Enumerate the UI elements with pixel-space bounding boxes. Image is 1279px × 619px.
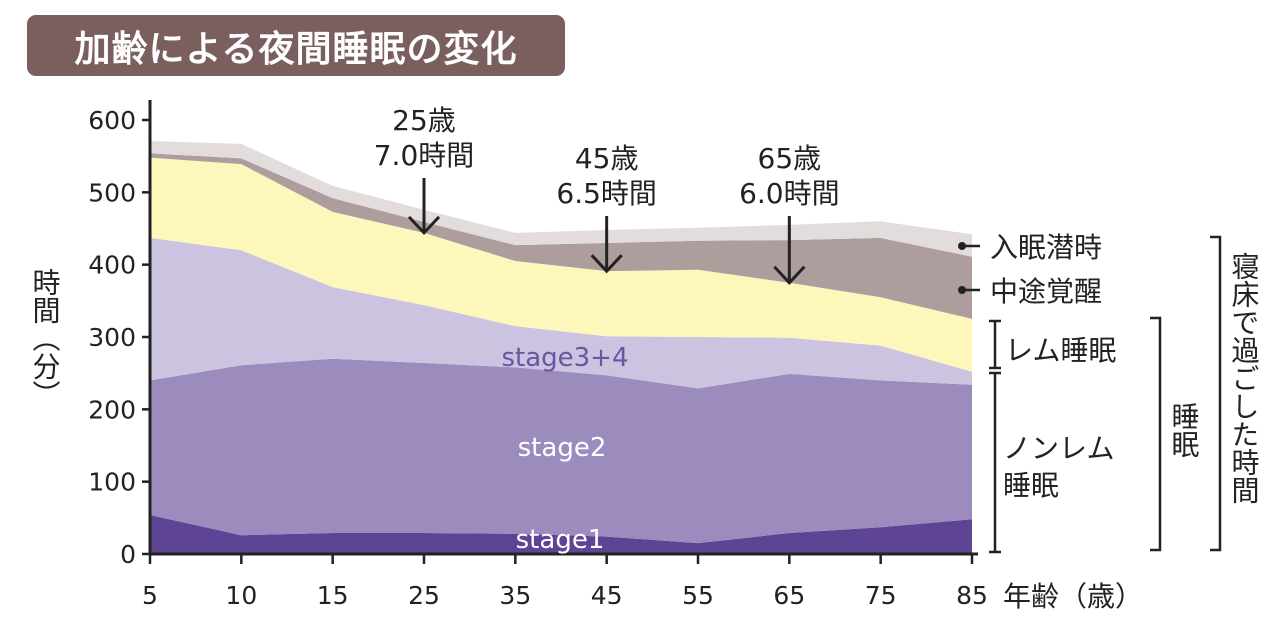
legend-label-レム睡眠: レム睡眠 <box>1005 334 1116 367</box>
y-tick-label: 300 <box>88 323 136 352</box>
x-tick-label: 45 <box>591 581 623 610</box>
annotation-age: 25歳 <box>392 104 456 137</box>
area-stage2 <box>150 358 972 544</box>
x-tick-label: 65 <box>773 581 805 610</box>
arrowhead-icon <box>773 265 806 285</box>
x-tick-label: 55 <box>682 581 714 610</box>
annotation-age: 45歳 <box>575 142 639 175</box>
area-中途覚醒 <box>150 153 972 319</box>
nonrem-label-line2: 睡眠 <box>1003 469 1059 502</box>
x-tick-label: 75 <box>865 581 897 610</box>
chart-title-box: 加齢による夜間睡眠の変化 <box>27 15 565 76</box>
series-label-stage1: stage1 <box>516 525 605 555</box>
x-tick-label: 10 <box>225 581 257 610</box>
annotation-age: 65歳 <box>758 142 822 175</box>
y-tick-label: 600 <box>88 106 136 135</box>
annotation-hours: 6.5時間 <box>556 177 657 210</box>
arrowhead-icon <box>590 254 623 274</box>
series-label-stage2: stage2 <box>518 433 607 463</box>
chart-title: 加齢による夜間睡眠の変化 <box>74 28 518 70</box>
sleep-label: 睡眠 <box>1168 402 1201 458</box>
area-レム睡眠 <box>150 157 972 372</box>
legend-label-入眠潜時: 入眠潜時 <box>990 231 1102 264</box>
annotation-hours: 7.0時間 <box>374 139 475 172</box>
area-stage1 <box>150 514 972 554</box>
arrowhead-icon <box>407 215 441 236</box>
x-tick-label: 5 <box>142 581 158 610</box>
y-tick-label: 100 <box>88 468 136 497</box>
x-tick-label: 35 <box>499 581 531 610</box>
x-tick-label: 85 <box>956 581 988 610</box>
legend-label-中途覚醒: 中途覚醒 <box>990 275 1102 308</box>
nonrem-label-line1: ノンレム <box>1003 432 1114 465</box>
x-axis-title: 年齢（歳） <box>1003 580 1143 613</box>
area-入眠潜時 <box>150 140 972 257</box>
time-in-bed-label: 寝床で過ごした時間 <box>1228 252 1261 504</box>
x-tick-label: 15 <box>317 581 349 610</box>
y-axis-title: 時間（分） <box>29 268 62 408</box>
area-stage3+4 <box>150 237 972 389</box>
sleep-bracket <box>1150 316 1162 552</box>
y-tick-label: 500 <box>88 178 136 207</box>
y-tick-label: 200 <box>88 395 136 424</box>
time-in-bed-bracket <box>1210 235 1222 552</box>
series-label-stage3+4: stage3+4 <box>501 343 628 373</box>
annotation-hours: 6.0時間 <box>739 177 840 210</box>
y-tick-label: 400 <box>88 251 136 280</box>
y-tick-label: 0 <box>120 540 136 569</box>
x-tick-label: 25 <box>408 581 440 610</box>
